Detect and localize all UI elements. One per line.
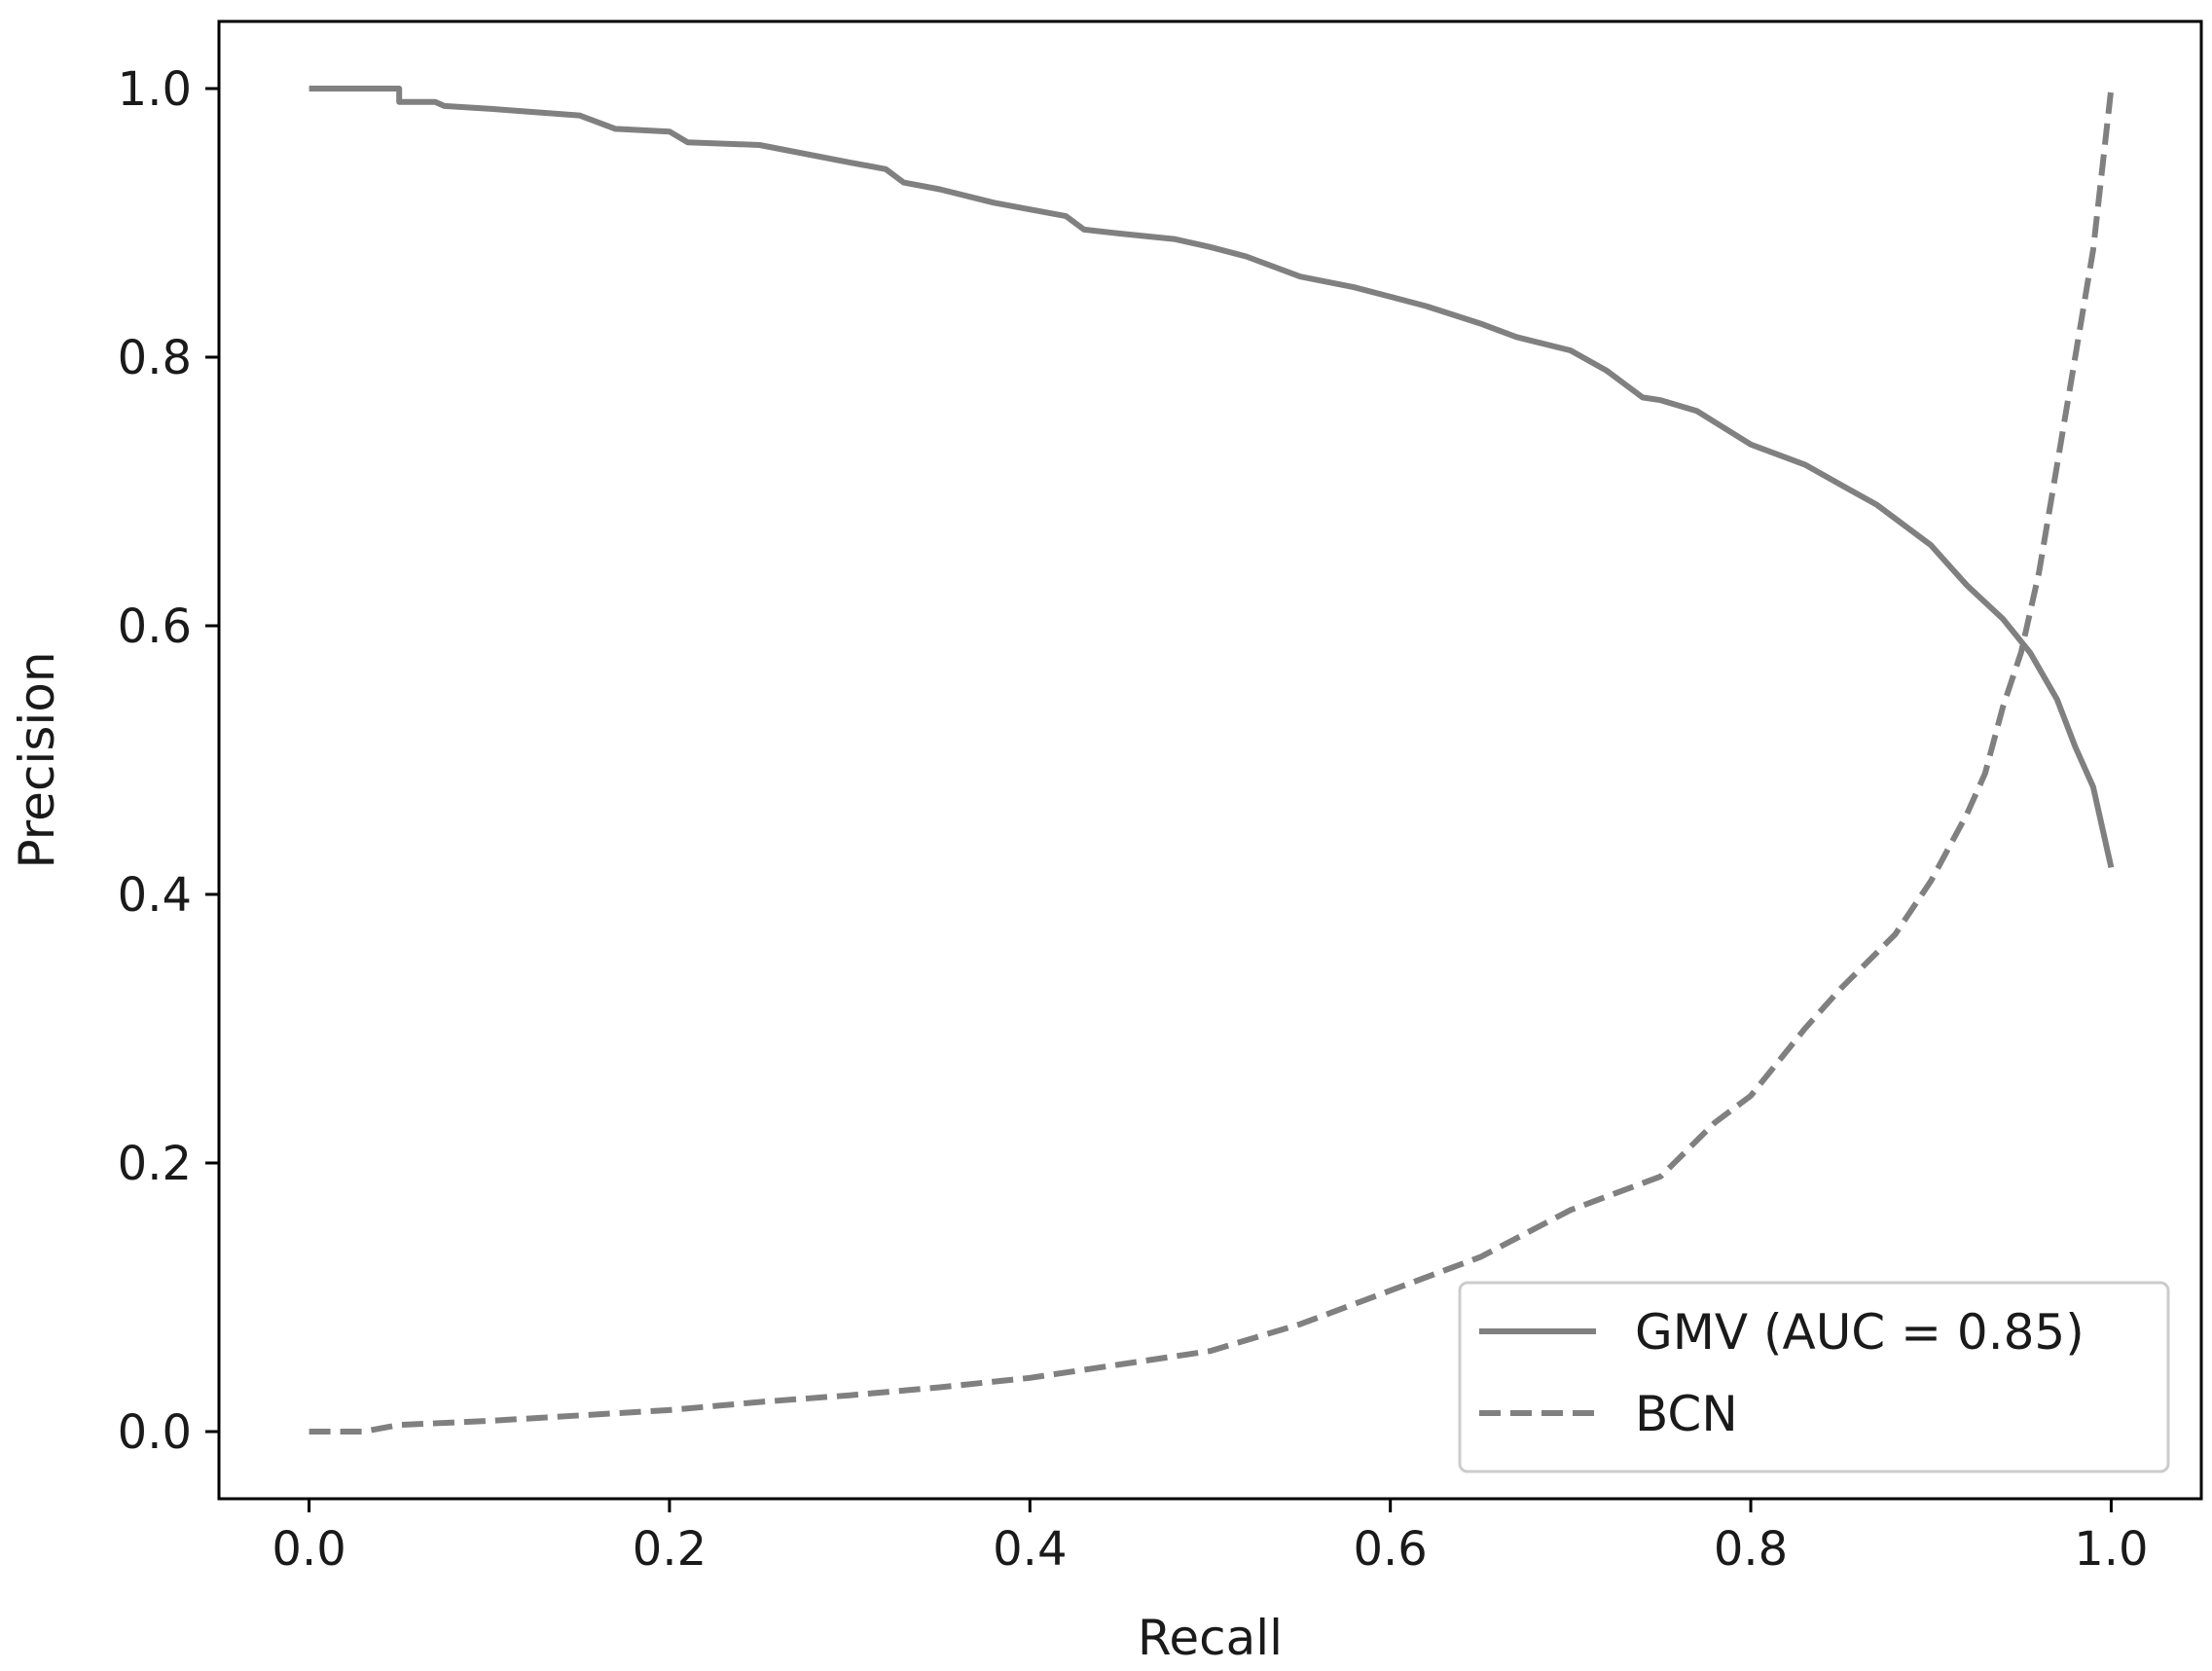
x-tick-label: 0.4 [993, 1522, 1067, 1577]
plot-area [217, 19, 2203, 1501]
legend-label-gmv: GMV (AUC = 0.85) [1635, 1304, 2085, 1361]
y-tick-label: 0.6 [118, 599, 192, 654]
legend-label-bcn: BCN [1635, 1386, 1738, 1442]
y-tick-label: 1.0 [118, 62, 192, 117]
y-tick-label: 0.4 [118, 868, 192, 923]
x-tick-label: 0.8 [1714, 1522, 1788, 1577]
plot-frame [217, 19, 2203, 1501]
y-axis-label: Precision [9, 651, 65, 868]
legend: GMV (AUC = 0.85) BCN [1458, 1281, 2170, 1473]
x-tick-label: 0.6 [1354, 1522, 1428, 1577]
legend-box [1458, 1281, 2170, 1473]
y-axis: 0.0 0.2 0.4 0.6 0.8 1.0 [118, 62, 219, 1460]
series-layer [308, 86, 2115, 1435]
x-axis: 0.0 0.2 0.4 0.6 0.8 1.0 [272, 1499, 2149, 1577]
x-axis-label: Recall [1138, 1610, 1283, 1666]
series-line-bcn [308, 88, 2115, 1435]
x-tick-label: 0.0 [272, 1522, 345, 1577]
series-line-gmv [308, 86, 2115, 869]
x-tick-label: 1.0 [2074, 1522, 2148, 1577]
y-tick-label: 0.0 [118, 1405, 192, 1460]
y-tick-label: 0.8 [118, 331, 192, 385]
y-tick-label: 0.2 [118, 1137, 192, 1191]
x-tick-label: 0.2 [633, 1522, 707, 1577]
